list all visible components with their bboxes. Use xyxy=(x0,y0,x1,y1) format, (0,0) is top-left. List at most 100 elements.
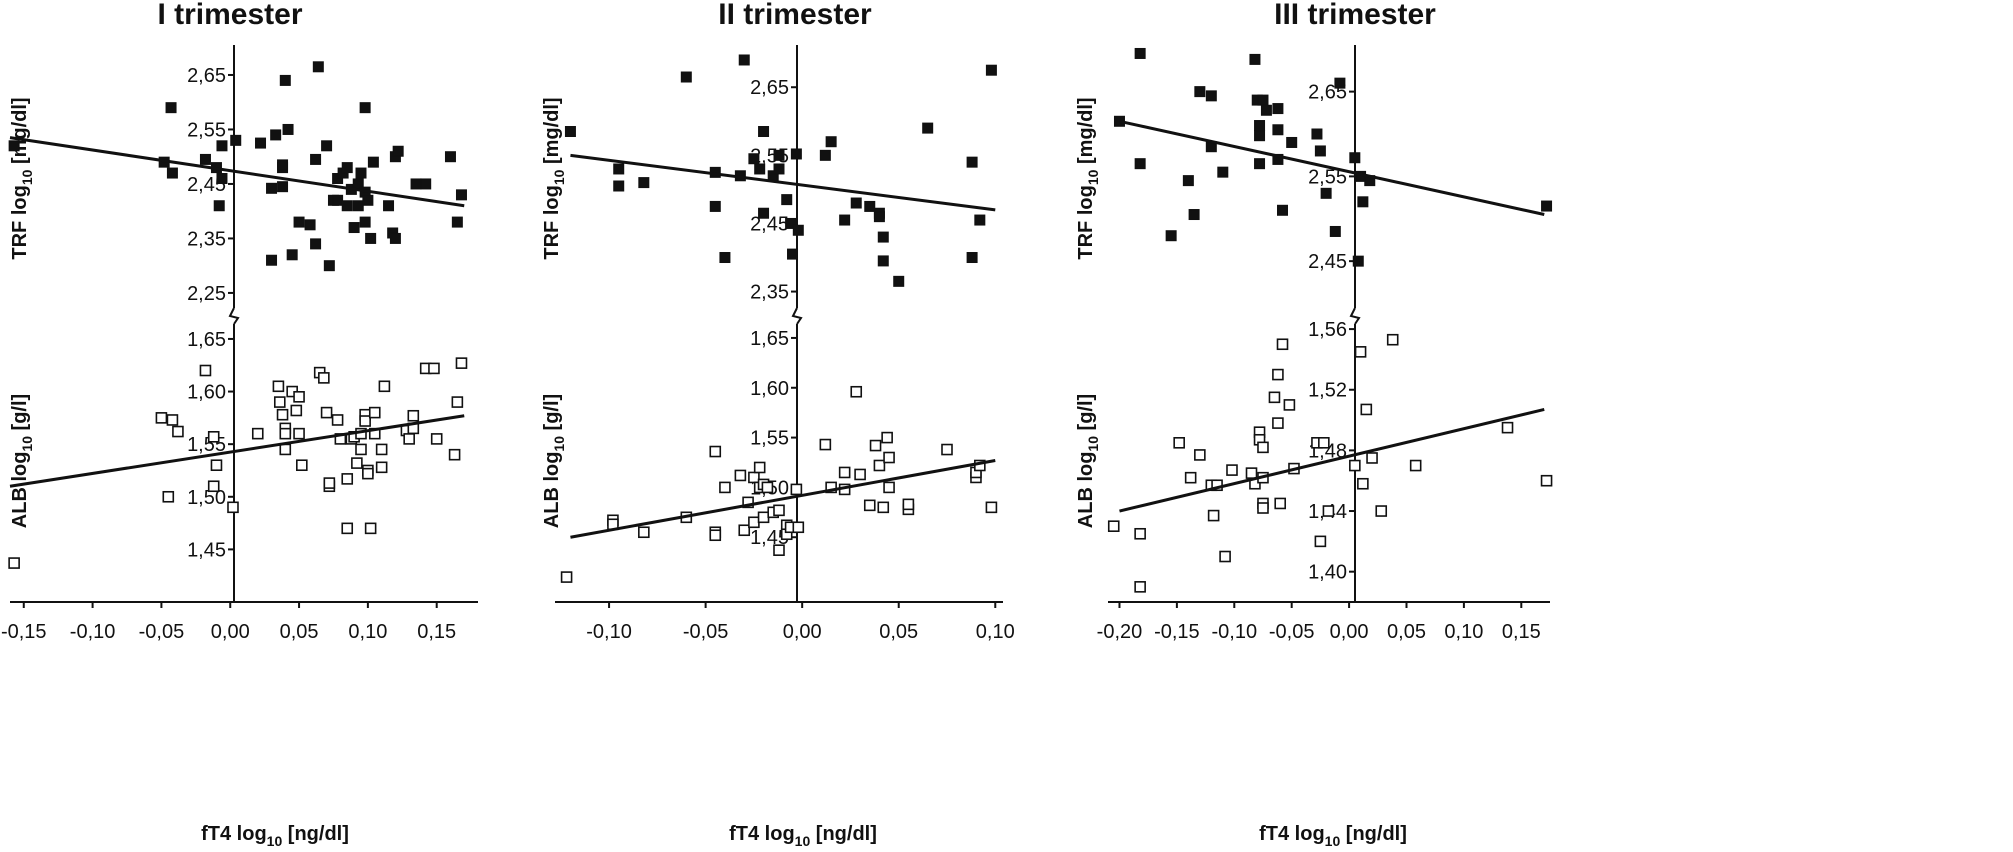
alb-data-point xyxy=(359,415,371,427)
regression-line xyxy=(1119,119,1545,216)
y-tick-label: 1,65 xyxy=(750,328,789,350)
alb-data-point xyxy=(1349,459,1361,472)
y-tick-label: 2,55 xyxy=(187,119,226,141)
axis-break-mark xyxy=(1349,307,1361,325)
alb-data-point xyxy=(1245,467,1258,479)
alb-data-point xyxy=(748,471,760,484)
trf-data-point xyxy=(444,151,456,163)
alb-data-point xyxy=(430,433,443,445)
trf-data-point xyxy=(785,217,797,229)
alb-data-point xyxy=(1272,417,1284,429)
trf-data-point xyxy=(680,71,692,83)
trf-data-point xyxy=(1134,158,1146,170)
alb-data-point xyxy=(825,481,837,494)
alb-data-point xyxy=(341,522,354,535)
x-tick-label: 0,05 xyxy=(1387,621,1426,643)
trf-data-point xyxy=(1314,145,1326,157)
trf-data-point xyxy=(277,181,289,193)
trf-data-point xyxy=(1254,120,1266,132)
trf-data-point xyxy=(966,252,978,264)
trf-data-point xyxy=(1311,128,1323,140)
trf-data-point xyxy=(304,219,316,231)
trf-data-point xyxy=(966,156,978,168)
y-tick-label: 2,65 xyxy=(187,65,226,87)
trf-data-point xyxy=(1217,166,1229,178)
alb-data-point xyxy=(1360,403,1373,416)
x-tick-label: 0,05 xyxy=(280,621,319,643)
alb-data-point xyxy=(451,396,464,408)
trf-data-point xyxy=(564,126,576,138)
trf-data-point xyxy=(781,194,793,206)
alb-data-point xyxy=(1318,437,1330,449)
trf-data-point xyxy=(293,216,305,228)
alb-data-point xyxy=(1268,391,1281,404)
alb-data-point xyxy=(638,526,650,539)
trf-data-point xyxy=(321,140,333,152)
alb-data-point xyxy=(155,412,168,424)
alb-data-point xyxy=(320,406,333,419)
trf-data-point xyxy=(758,207,770,219)
x-tick-label: 0,15 xyxy=(1502,621,1541,643)
trf-data-point xyxy=(199,153,211,165)
trf-data-point xyxy=(825,136,837,148)
alb-data-point xyxy=(1409,459,1422,472)
trf-data-point xyxy=(362,194,374,206)
alb-data-point xyxy=(883,451,895,464)
chart-title: III trimester xyxy=(1274,0,1436,31)
chart-panel-2: II trimester -0,10 -0,05 0,00 0,05 0,10 fT4 lo… xyxy=(541,0,1015,849)
trf-data-point xyxy=(310,238,322,250)
alb-data-point xyxy=(985,501,998,514)
alb-data-point xyxy=(1501,421,1514,434)
x-tick-label: 0,10 xyxy=(1444,621,1483,643)
alb-data-point xyxy=(1219,550,1231,563)
alb-data-point xyxy=(290,404,303,417)
trf-data-point xyxy=(332,194,344,206)
alb-data-point xyxy=(1173,437,1185,449)
x-tick-label: -0,05 xyxy=(139,621,185,643)
trf-data-point xyxy=(1272,103,1284,115)
alb-data-point xyxy=(279,443,292,456)
alb-data-point xyxy=(1357,477,1369,490)
trf-data-point xyxy=(365,232,377,244)
trf-data-point xyxy=(877,255,889,267)
trf-data-point xyxy=(790,148,802,160)
trf-data-point xyxy=(1254,158,1266,170)
trf-data-point xyxy=(1182,175,1194,187)
alb-data-point xyxy=(719,481,731,494)
trf-data-point xyxy=(359,102,371,114)
trf-data-point xyxy=(1188,209,1200,221)
alb-data-point xyxy=(1272,368,1284,381)
alb-data-point xyxy=(1274,497,1287,510)
trf-data-point xyxy=(266,182,278,194)
alb-data-point xyxy=(279,427,292,440)
y-tick-label: 1,60 xyxy=(187,382,226,404)
alb-data-point xyxy=(742,496,754,509)
alb-data-point xyxy=(272,380,285,393)
trf-data-point xyxy=(839,214,851,226)
x-tick-label: -0,20 xyxy=(1097,621,1143,643)
alb-data-point xyxy=(1540,474,1553,487)
alb-data-point xyxy=(1134,527,1146,540)
trf-data-point xyxy=(8,140,20,152)
alb-data-point xyxy=(883,481,895,494)
alb-data-point xyxy=(341,473,354,485)
alb-data-point xyxy=(1386,333,1399,346)
trf-data-point xyxy=(1254,130,1266,142)
trf-data-point xyxy=(1205,90,1217,102)
alb-data-point xyxy=(877,501,890,514)
alb-data-point xyxy=(1194,449,1206,461)
alb-data-point xyxy=(757,511,770,524)
trf-data-point xyxy=(850,197,862,209)
trf-data-point xyxy=(286,249,298,261)
trf-data-point xyxy=(1249,53,1261,65)
trf-data-point xyxy=(341,162,353,174)
y-tick-label: 2,35 xyxy=(750,282,789,304)
trf-data-point xyxy=(1320,187,1332,199)
x-tick-label: 0,15 xyxy=(417,621,456,643)
trf-data-point xyxy=(420,178,432,190)
alb-data-point xyxy=(773,504,785,517)
trf-data-point xyxy=(266,254,278,266)
